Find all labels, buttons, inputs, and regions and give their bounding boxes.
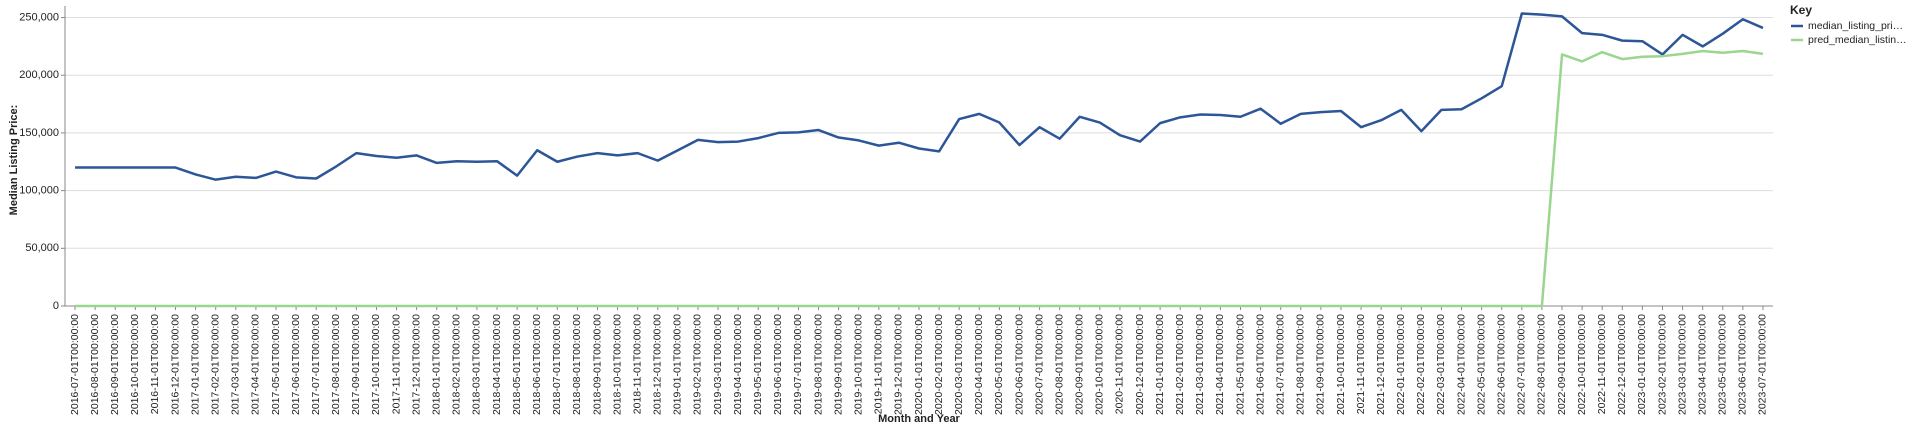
x-tick-label: 2017-04-01T00:00:00 xyxy=(250,314,262,415)
x-tick-label: 2018-03-01T00:00:00 xyxy=(471,314,483,415)
y-axis-title: Median Listing Price: xyxy=(8,105,20,216)
x-tick-label: 2016-10-01T00:00:00 xyxy=(129,314,141,415)
x-tick-label: 2019-11-01T00:00:00 xyxy=(873,314,885,414)
x-tick-label: 2022-08-01T00:00:00 xyxy=(1536,314,1548,415)
x-tick-label: 2019-08-01T00:00:00 xyxy=(812,314,824,415)
y-tick-label: 150,000 xyxy=(19,127,59,139)
x-tick-label: 2020-04-01T00:00:00 xyxy=(973,314,985,415)
x-tick-label: 2018-04-01T00:00:00 xyxy=(491,314,503,415)
x-tick-label: 2018-02-01T00:00:00 xyxy=(451,314,463,415)
x-tick-label: 2022-04-01T00:00:00 xyxy=(1455,314,1467,415)
x-tick-label: 2019-09-01T00:00:00 xyxy=(832,314,844,415)
x-tick-label: 2021-04-01T00:00:00 xyxy=(1214,314,1226,415)
x-tick-label: 2020-09-01T00:00:00 xyxy=(1074,314,1086,415)
x-tick-label: 2018-08-01T00:00:00 xyxy=(571,314,583,415)
x-tick-label: 2018-07-01T00:00:00 xyxy=(551,314,563,415)
x-tick-label: 2017-10-01T00:00:00 xyxy=(370,314,382,415)
x-tick-label: 2023-06-01T00:00:00 xyxy=(1737,314,1749,415)
x-tick-label: 2019-06-01T00:00:00 xyxy=(772,314,784,415)
x-tick-label: 2017-09-01T00:00:00 xyxy=(350,314,362,415)
x-tick-label: 2018-06-01T00:00:00 xyxy=(531,314,543,415)
y-tick-label: 250,000 xyxy=(19,11,59,23)
x-tick-label: 2023-07-01T00:00:00 xyxy=(1757,314,1769,415)
x-tick-label: 2019-05-01T00:00:00 xyxy=(752,314,764,415)
x-tick-label: 2017-01-01T00:00:00 xyxy=(189,314,201,415)
x-tick-label: 2023-01-01T00:00:00 xyxy=(1636,314,1648,415)
x-tick-label: 2022-02-01T00:00:00 xyxy=(1415,314,1427,415)
x-tick-label: 2016-12-01T00:00:00 xyxy=(169,314,181,415)
x-tick-label: 2022-05-01T00:00:00 xyxy=(1475,314,1487,415)
x-tick-label: 2020-02-01T00:00:00 xyxy=(933,314,945,415)
x-tick-label: 2023-05-01T00:00:00 xyxy=(1717,314,1729,415)
line-series xyxy=(75,49,1764,308)
line-series xyxy=(75,12,1764,181)
x-tick-label: 2017-02-01T00:00:00 xyxy=(209,314,221,415)
x-tick-label: 2017-11-01T00:00:00 xyxy=(390,314,402,414)
x-tick-label: 2018-11-01T00:00:00 xyxy=(631,314,643,414)
x-tick-label: 2017-06-01T00:00:00 xyxy=(290,314,302,415)
x-tick-label: 2020-03-01T00:00:00 xyxy=(953,314,965,415)
x-tick-label: 2021-08-01T00:00:00 xyxy=(1295,314,1307,415)
x-tick-label: 2017-08-01T00:00:00 xyxy=(330,314,342,415)
x-tick-label: 2017-03-01T00:00:00 xyxy=(230,314,242,415)
x-tick-label: 2020-08-01T00:00:00 xyxy=(1053,314,1065,415)
x-tick-label: 2019-03-01T00:00:00 xyxy=(712,314,724,415)
x-tick-label: 2020-12-01T00:00:00 xyxy=(1134,314,1146,415)
y-tick-label: 50,000 xyxy=(25,242,59,254)
x-tick-label: 2021-11-01T00:00:00 xyxy=(1355,314,1367,414)
x-tick-label: 2021-09-01T00:00:00 xyxy=(1315,314,1327,415)
x-tick-label: 2016-09-01T00:00:00 xyxy=(109,314,121,415)
x-tick-label: 2021-01-01T00:00:00 xyxy=(1154,314,1166,415)
x-axis-title: Month and Year xyxy=(878,413,960,425)
y-tick-label: 200,000 xyxy=(19,69,59,81)
x-tick-label: 2021-05-01T00:00:00 xyxy=(1234,314,1246,415)
legend-title: Key xyxy=(1790,3,1812,17)
x-tick-label: 2016-08-01T00:00:00 xyxy=(89,314,101,415)
x-tick-label: 2022-10-01T00:00:00 xyxy=(1576,314,1588,415)
x-tick-label: 2019-01-01T00:00:00 xyxy=(672,314,684,415)
x-tick-label: 2018-09-01T00:00:00 xyxy=(591,314,603,415)
x-tick-label: 2019-02-01T00:00:00 xyxy=(692,314,704,415)
x-tick-label: 2023-04-01T00:00:00 xyxy=(1696,314,1708,415)
x-tick-label: 2019-04-01T00:00:00 xyxy=(732,314,744,415)
x-tick-label: 2018-10-01T00:00:00 xyxy=(611,314,623,415)
x-tick-label: 2020-05-01T00:00:00 xyxy=(993,314,1005,415)
x-tick-label: 2020-01-01T00:00:00 xyxy=(913,314,925,415)
x-tick-label: 2017-07-01T00:00:00 xyxy=(310,314,322,415)
x-tick-label: 2021-06-01T00:00:00 xyxy=(1254,314,1266,415)
x-tick-label: 2022-07-01T00:00:00 xyxy=(1516,314,1528,415)
x-tick-label: 2020-06-01T00:00:00 xyxy=(1013,314,1025,415)
x-tick-label: 2022-06-01T00:00:00 xyxy=(1496,314,1508,415)
x-tick-label: 2020-11-01T00:00:00 xyxy=(1114,314,1126,414)
x-tick-label: 2020-07-01T00:00:00 xyxy=(1033,314,1045,415)
x-tick-label: 2021-07-01T00:00:00 xyxy=(1274,314,1286,415)
x-tick-label: 2023-03-01T00:00:00 xyxy=(1676,314,1688,415)
x-tick-label: 2022-12-01T00:00:00 xyxy=(1616,314,1628,415)
x-tick-label: 2019-12-01T00:00:00 xyxy=(893,314,905,415)
x-tick-label: 2018-01-01T00:00:00 xyxy=(431,314,443,415)
x-tick-label: 2022-03-01T00:00:00 xyxy=(1435,314,1447,415)
x-tick-label: 2021-02-01T00:00:00 xyxy=(1174,314,1186,415)
legend-label: pred_median_listin… xyxy=(1808,34,1907,46)
x-tick-label: 2016-07-01T00:00:00 xyxy=(69,314,81,415)
x-tick-label: 2017-12-01T00:00:00 xyxy=(410,314,422,415)
x-tick-label: 2023-02-01T00:00:00 xyxy=(1656,314,1668,415)
x-tick-label: 2019-07-01T00:00:00 xyxy=(792,314,804,415)
x-tick-label: 2018-12-01T00:00:00 xyxy=(652,314,664,415)
x-tick-label: 2016-11-01T00:00:00 xyxy=(149,314,161,414)
x-tick-label: 2019-10-01T00:00:00 xyxy=(852,314,864,415)
x-tick-label: 2022-09-01T00:00:00 xyxy=(1556,314,1568,415)
x-tick-label: 2022-01-01T00:00:00 xyxy=(1395,314,1407,415)
x-tick-label: 2018-05-01T00:00:00 xyxy=(511,314,523,415)
y-tick-label: 0 xyxy=(53,300,59,312)
x-tick-label: 2020-10-01T00:00:00 xyxy=(1094,314,1106,415)
x-tick-label: 2021-10-01T00:00:00 xyxy=(1335,314,1347,415)
legend-label: median_listing_pri… xyxy=(1808,20,1903,32)
x-tick-label: 2022-11-01T00:00:00 xyxy=(1596,314,1608,414)
x-tick-label: 2021-03-01T00:00:00 xyxy=(1194,314,1206,415)
x-tick-label: 2021-12-01T00:00:00 xyxy=(1375,314,1387,415)
y-tick-label: 100,000 xyxy=(19,185,59,197)
x-tick-label: 2017-05-01T00:00:00 xyxy=(270,314,282,415)
